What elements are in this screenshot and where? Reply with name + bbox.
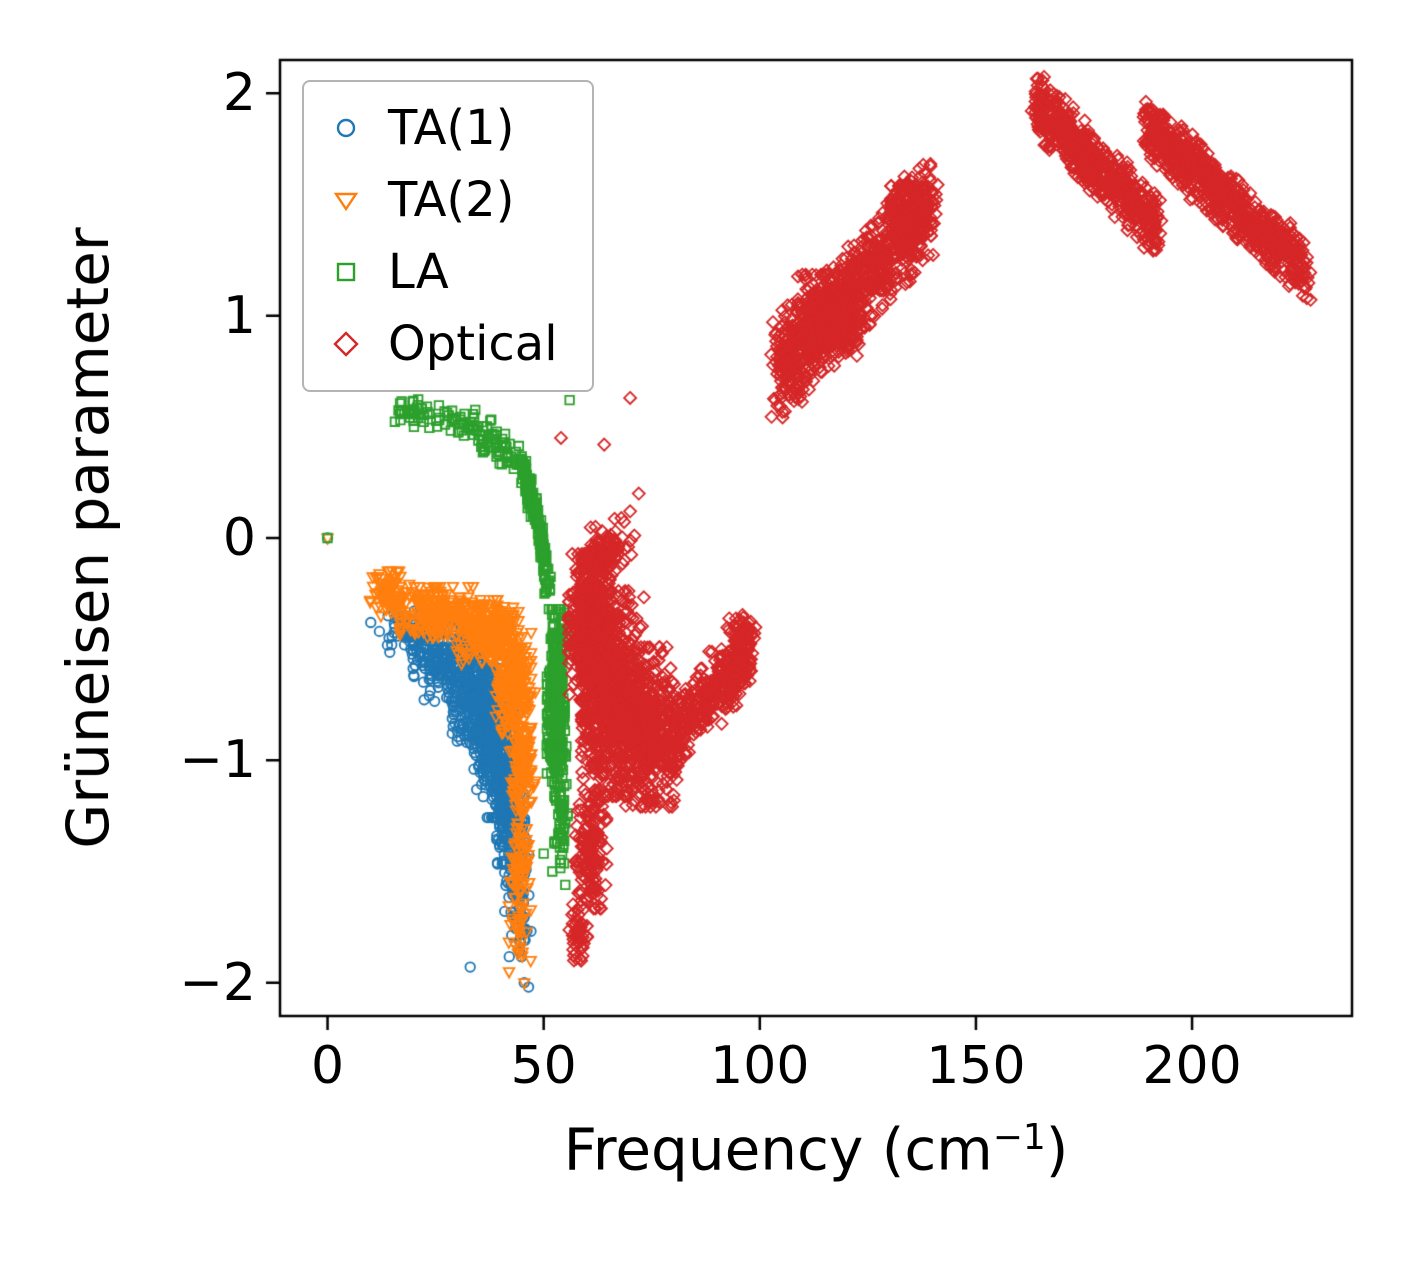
square-icon (324, 254, 368, 290)
triangle-down-icon (324, 182, 368, 218)
x-tick-label: 200 (1142, 1036, 1242, 1096)
diamond-icon (324, 326, 368, 362)
x-tick-label: 0 (311, 1036, 345, 1096)
x-tick-label: 100 (710, 1036, 810, 1096)
y-tick-label: −2 (179, 952, 256, 1013)
legend-item-optical: Optical (324, 310, 558, 378)
legend-label: TA(1) (388, 100, 515, 156)
legend-label: TA(2) (388, 172, 515, 228)
legend-item-ta-1: TA(1) (324, 94, 558, 162)
x-tick-label: 50 (510, 1036, 577, 1096)
legend-label: Optical (388, 316, 558, 372)
circle-icon (324, 110, 368, 146)
legend-item-ta-2: TA(2) (324, 166, 558, 234)
y-tick-label: 0 (222, 508, 256, 568)
legend-label: LA (388, 244, 449, 300)
y-tick-label: −1 (179, 730, 256, 791)
y-axis-label: Grüneisen parameter (54, 227, 122, 849)
x-axis-label-text: Frequency (cm (563, 1115, 993, 1184)
x-axis-label-suffix: ) (1045, 1115, 1069, 1184)
y-tick-label: 2 (222, 63, 256, 124)
y-tick-label: 1 (222, 285, 256, 346)
x-axis-label-superscript: −1 (992, 1117, 1046, 1158)
legend: TA(1) TA(2) LA Optical (302, 80, 594, 392)
x-tick-label: 150 (926, 1036, 1026, 1096)
legend-item-la: LA (324, 238, 558, 306)
x-axis-label: Frequency (cm−1) (563, 1115, 1069, 1184)
